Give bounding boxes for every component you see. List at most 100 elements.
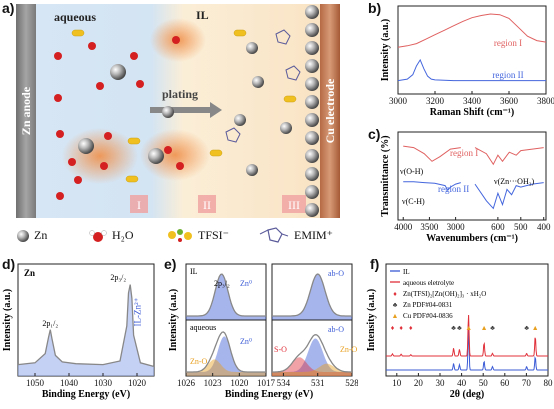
tag-zno-o: Zn-O bbox=[340, 345, 358, 354]
chart-f-x-tick-label: 60 bbox=[500, 378, 510, 388]
chart-e-xl-tick-label: 1017 bbox=[257, 378, 276, 388]
zn-anode bbox=[16, 4, 36, 218]
panel-label-d: d) bbox=[2, 256, 16, 272]
tag-2p32: 2p₃/₂ bbox=[214, 279, 230, 288]
svg-text:III: III bbox=[288, 198, 300, 212]
species-label: IL-Zn²⁺ bbox=[132, 297, 142, 326]
series-region-I-line-low bbox=[474, 147, 544, 166]
chart-f-frame bbox=[385, 263, 549, 377]
chart-e: IL aqueous 2p₃/₂ Zn⁰ ab-O Zn⁰ ab-O Zn-O Zn-O S-O 1… bbox=[168, 263, 358, 400]
chart-c-x-tick-label: 600 bbox=[491, 222, 505, 232]
legend-marker-3: ♣ bbox=[393, 301, 398, 309]
glow-region-1 bbox=[62, 128, 138, 184]
chart-f-x-tick-label: 30 bbox=[436, 378, 446, 388]
marker-2: ▲ bbox=[532, 324, 539, 332]
chart-e-sub3-frame bbox=[271, 319, 353, 377]
chart-b-x-tick-label: 3800 bbox=[537, 96, 554, 106]
panel-f: f) ♦ ♦ ♦ ♣ ♣ ♣ ♣ ▲ ▲ ▲ IL aqueous eletrolyte ♦ Zn(TFS… bbox=[358, 256, 554, 409]
tag-zn0-aq: Zn⁰ bbox=[240, 337, 252, 346]
chart-b-x-tick-label: 3400 bbox=[463, 96, 482, 106]
series-label-region-i: region I bbox=[450, 148, 478, 158]
chart-d-x-tick-label: 1020 bbox=[128, 378, 147, 388]
zn-sphere-icon bbox=[17, 229, 29, 242]
peak-label-2p12: 2p₁/₂ bbox=[42, 319, 58, 328]
tfsi-molecules bbox=[71, 29, 297, 183]
chart-d-x-tick-label: 1040 bbox=[60, 378, 79, 388]
tag-abo-il: ab-O bbox=[328, 269, 344, 278]
chart-e-xr-tick-label: 531 bbox=[311, 378, 325, 388]
chart-d-x-tick-label: 1030 bbox=[94, 378, 113, 388]
region-box-3: III bbox=[282, 195, 306, 213]
legend-marker-4: ▲ bbox=[392, 312, 399, 320]
series-il-zn-line bbox=[17, 284, 155, 368]
legend-emim: EMIM⁺ bbox=[258, 226, 333, 244]
chart-f-x-tick-label: 50 bbox=[479, 378, 489, 388]
peak-ab-O bbox=[272, 338, 352, 376]
panel-label-c: c) bbox=[368, 126, 381, 142]
series-aqueous-eletrolyte-line bbox=[386, 314, 548, 357]
water-molecules bbox=[54, 36, 184, 200]
chart-e-xl-tick-label: 1020 bbox=[230, 378, 249, 388]
chart-c-xlabel: Wavenumbers (cm⁻¹) bbox=[426, 233, 518, 244]
chart-c-x-tick-label: 400 bbox=[537, 222, 551, 232]
anode-label: Zn anode bbox=[19, 86, 33, 135]
series-region-I-line-high bbox=[403, 145, 461, 162]
emim-molecule-icon bbox=[259, 227, 289, 243]
legend-h2o: H₂O bbox=[88, 228, 134, 243]
chart-e-sub2-frame bbox=[185, 319, 267, 377]
element-label: Zn bbox=[24, 268, 35, 278]
peak-label-2p32: 2p₃/₂ bbox=[110, 273, 126, 282]
panel-label-b: b) bbox=[368, 0, 382, 16]
svg-text:II: II bbox=[203, 198, 211, 212]
chart-b-xlabel: Raman Shift (cm⁻¹) bbox=[430, 107, 514, 118]
glow-region-1b bbox=[140, 129, 210, 181]
chart-f-x-tick-label: 20 bbox=[414, 378, 424, 388]
chart-e-xl-tick-label: 1026 bbox=[177, 378, 196, 388]
schematic-diagram: Zn anode Cu electrode aqueous IL plating… bbox=[16, 4, 340, 218]
legend-label-2: Zn(TFSI)₂[Zn(OH)₂]₃ · xH₂O bbox=[403, 290, 486, 298]
legend-label-4: Cu PDF#04-0836 bbox=[403, 312, 453, 320]
series-label-region-ii: region II bbox=[438, 184, 469, 194]
series-region-II-line-high bbox=[403, 181, 461, 192]
tag-so: S-O bbox=[274, 345, 287, 354]
region-box-1: I bbox=[130, 195, 148, 213]
chart-f-xlabel: 2θ (deg) bbox=[450, 389, 484, 400]
chart-e-xr-tick-label: 534 bbox=[277, 378, 291, 388]
marker-1: ♣ bbox=[457, 324, 462, 332]
panel-a: a) bbox=[0, 0, 356, 252]
legend-marker-2: ♦ bbox=[393, 290, 397, 298]
legend-tfsi: TFSI⁻ bbox=[166, 226, 229, 244]
series-label-region-ii: region II bbox=[492, 70, 523, 80]
chart-b-x-tick-label: 3200 bbox=[426, 96, 445, 106]
chart-c-x-tick-label: 4000 bbox=[394, 222, 413, 232]
legend-label-zn: Zn bbox=[34, 228, 48, 242]
series-IL-line bbox=[386, 328, 548, 371]
region-box-2: II bbox=[198, 195, 216, 213]
marker-2: ▲ bbox=[465, 324, 472, 332]
peak-Zn-O bbox=[186, 359, 266, 376]
chart-b-ylabel: Intensity (a.u.) bbox=[380, 19, 391, 82]
panel-label-f: f) bbox=[370, 256, 380, 272]
chart-f-x-tick-label: 40 bbox=[457, 378, 467, 388]
chart-d-ylabel: Intensity (a.u.) bbox=[2, 289, 13, 352]
peak-Zn⁰ bbox=[186, 274, 266, 320]
envelope-line bbox=[186, 331, 266, 373]
chart-f-x-tick-label: 70 bbox=[522, 378, 532, 388]
legend-label-tfsi: TFSI⁻ bbox=[198, 227, 230, 242]
legend-zn: Zn bbox=[16, 228, 47, 243]
plating-arrow bbox=[150, 102, 222, 118]
chart-e-xlabel: Binding Energy (eV) bbox=[225, 389, 313, 400]
series-region-II-line-low bbox=[474, 182, 544, 210]
legend-label-1: aqueous eletrolyte bbox=[403, 279, 454, 287]
marker-0: ♦ bbox=[391, 324, 395, 332]
chart-f-ylabel: Intensity (a.u.) bbox=[366, 289, 377, 352]
row-label-il: IL bbox=[190, 267, 198, 276]
chart-f-x-tick-label: 80 bbox=[544, 378, 554, 388]
series-region-I-line bbox=[397, 13, 547, 48]
chart-c-x-tick-label: 3500 bbox=[420, 222, 439, 232]
series-label-region-i: region I bbox=[494, 38, 522, 48]
series-region-II-line bbox=[397, 58, 546, 82]
water-molecule-icon bbox=[89, 229, 107, 242]
annotation-oh: ν(O-H) bbox=[400, 167, 424, 176]
